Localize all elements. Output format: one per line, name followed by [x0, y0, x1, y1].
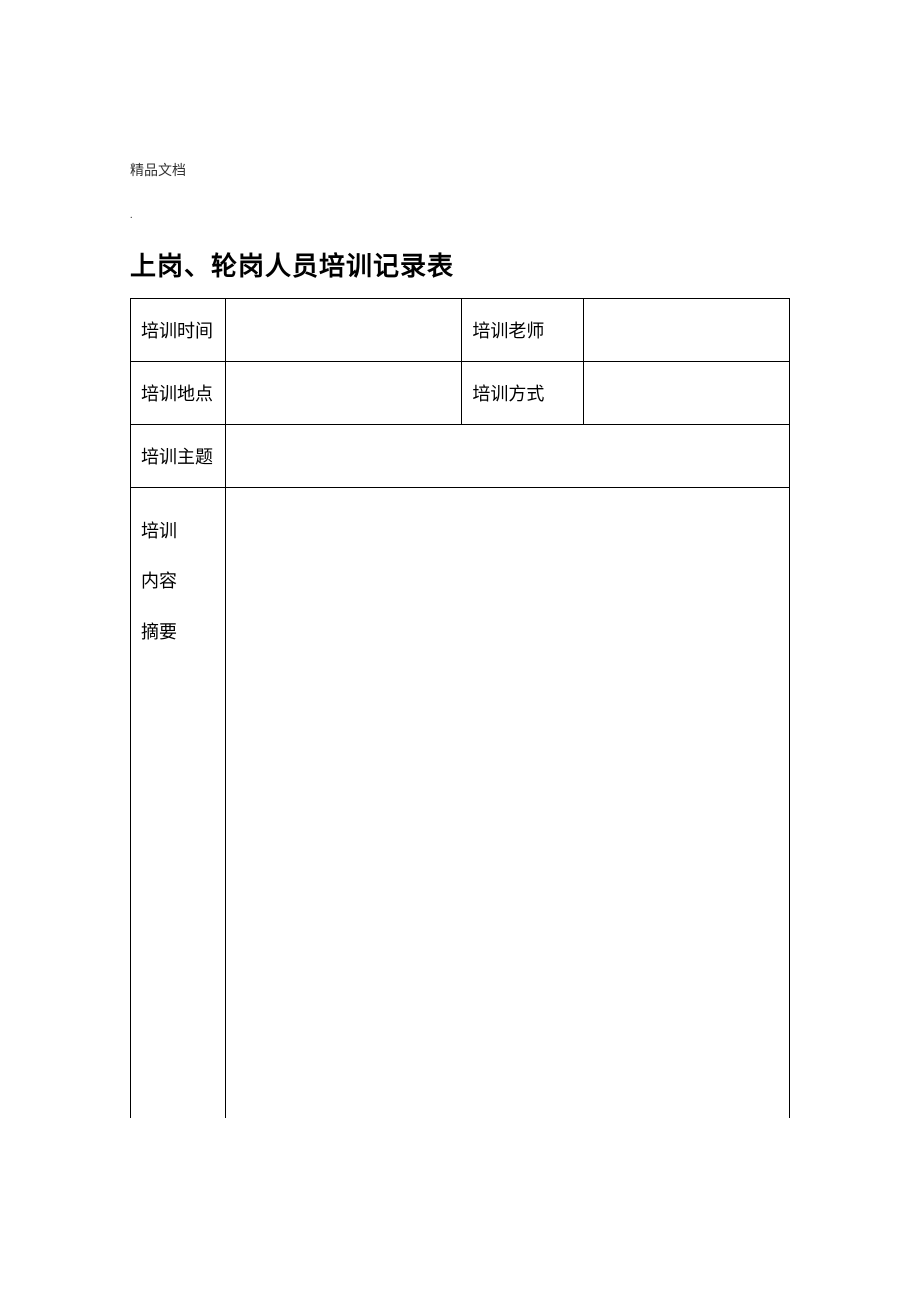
- table-row: 培训主题: [131, 425, 790, 488]
- content-label-line1: 培训: [141, 506, 215, 556]
- training-topic-value: [225, 425, 789, 488]
- content-label-line2: 内容: [141, 556, 215, 606]
- training-teacher-label: 培训老师: [462, 299, 583, 362]
- training-method-value: [583, 362, 789, 425]
- training-record-table: 培训时间 培训老师 培训地点 培训方式 培训主题 培训 内容 摘要: [130, 298, 790, 1118]
- table-row: 培训地点 培训方式: [131, 362, 790, 425]
- page-title: 上岗、轮岗人员培训记录表: [130, 246, 790, 283]
- training-time-label: 培训时间: [131, 299, 226, 362]
- training-time-value: [225, 299, 462, 362]
- training-location-label: 培训地点: [131, 362, 226, 425]
- training-content-value: [225, 488, 789, 1118]
- training-content-label: 培训 内容 摘要: [131, 488, 226, 1118]
- header-watermark: 精品文档: [130, 160, 790, 180]
- document-page: 精品文档 . 上岗、轮岗人员培训记录表 培训时间 培训老师 培训地点 培训方式 …: [0, 0, 920, 1118]
- training-location-value: [225, 362, 462, 425]
- table-row: 培训时间 培训老师: [131, 299, 790, 362]
- content-label-line3: 摘要: [141, 607, 215, 657]
- training-teacher-value: [583, 299, 789, 362]
- table-row: 培训 内容 摘要: [131, 488, 790, 1118]
- header-dot: .: [130, 210, 790, 221]
- training-topic-label: 培训主题: [131, 425, 226, 488]
- training-method-label: 培训方式: [462, 362, 583, 425]
